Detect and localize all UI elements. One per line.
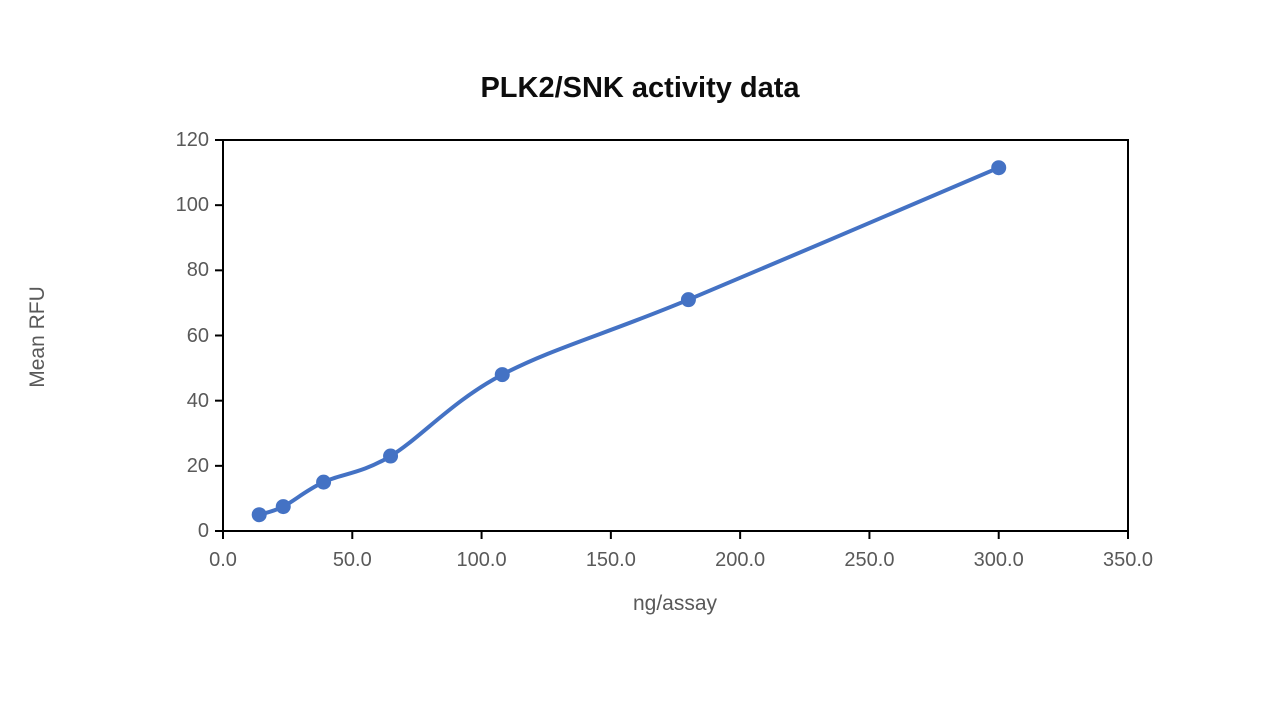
y-tick-label: 100 — [175, 194, 209, 217]
x-tick-label: 100.0 — [456, 549, 507, 571]
data-point-marker — [991, 160, 1007, 176]
data-point-marker — [383, 448, 399, 464]
y-tick-label: 80 — [186, 259, 209, 282]
x-tick-label: 200.0 — [715, 549, 766, 571]
y-tick-label: 120 — [175, 129, 209, 151]
x-axis-title: ng/assay — [632, 592, 718, 615]
data-point-marker — [316, 474, 332, 490]
x-tick-label: 50.0 — [332, 549, 372, 571]
y-axis-title: Mean RFU — [26, 286, 49, 388]
x-tick-label: 350.0 — [1102, 549, 1154, 571]
data-point-marker — [494, 367, 510, 383]
x-tick-label: 300.0 — [973, 549, 1024, 571]
y-tick-label: 60 — [186, 324, 209, 347]
data-line — [257, 165, 1001, 517]
y-tick-label: 20 — [186, 454, 209, 477]
x-tick-label: 0.0 — [209, 549, 237, 571]
data-point-marker — [275, 499, 291, 515]
data-point-marker — [251, 507, 267, 523]
y-tick-label: 0 — [197, 520, 209, 542]
x-tick-label: 150.0 — [585, 549, 636, 571]
chart-title: PLK2/SNK activity data — [480, 72, 800, 104]
x-tick-label: 250.0 — [844, 549, 895, 571]
data-point-marker — [680, 292, 696, 308]
y-tick-label: 40 — [186, 389, 209, 412]
